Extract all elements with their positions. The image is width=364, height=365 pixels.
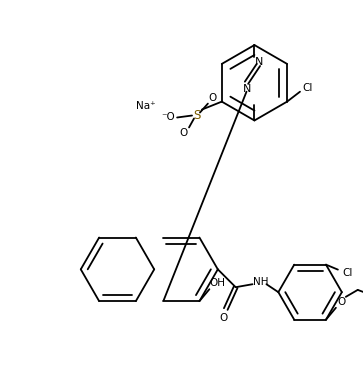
Text: O: O: [219, 313, 228, 323]
Text: Na⁺: Na⁺: [135, 101, 155, 111]
Text: O: O: [209, 93, 217, 103]
Text: Cl: Cl: [303, 83, 313, 93]
Text: O: O: [338, 297, 346, 307]
Text: N: N: [243, 84, 252, 94]
Text: ⁻O: ⁻O: [161, 112, 175, 123]
Text: O: O: [179, 128, 187, 138]
Text: NH: NH: [253, 277, 268, 287]
Text: Cl: Cl: [343, 268, 353, 278]
Text: N: N: [255, 57, 264, 67]
Text: S: S: [193, 109, 201, 122]
Text: OH: OH: [209, 278, 225, 288]
